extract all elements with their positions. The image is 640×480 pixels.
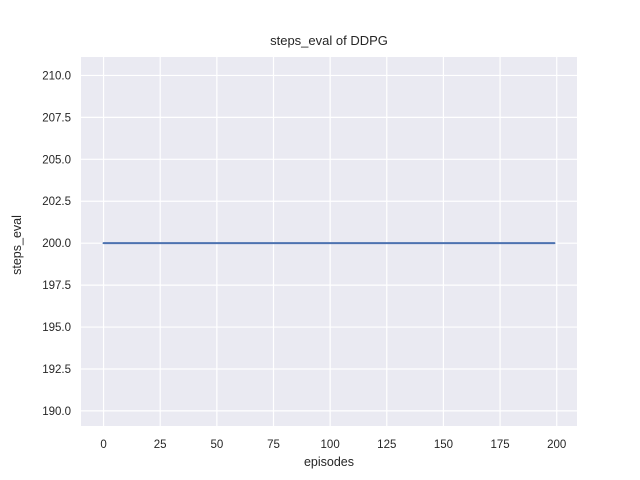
axes-background [81, 57, 577, 426]
chart-title: steps_eval of DDPG [270, 33, 388, 48]
y-tick-label: 205.0 [42, 154, 71, 166]
y-tick-label: 202.5 [42, 196, 71, 208]
y-tick-label: 197.5 [42, 280, 71, 292]
y-tick-label: 190.0 [42, 406, 71, 418]
x-tick-label: 50 [210, 439, 223, 451]
x-tick-label: 0 [100, 439, 106, 451]
y-tick-label: 195.0 [42, 322, 71, 334]
y-tick-label: 192.5 [42, 364, 71, 376]
x-axis-label: episodes [303, 455, 355, 469]
x-tick-label: 75 [267, 439, 280, 451]
x-tick-label: 150 [434, 439, 453, 451]
y-tick-label: 210.0 [42, 70, 71, 82]
y-axis-label: steps_eval [10, 215, 24, 275]
x-tick-label: 175 [490, 439, 509, 451]
x-tick-label: 25 [154, 439, 167, 451]
x-tick-label: 100 [321, 439, 340, 451]
y-tick-label: 207.5 [42, 112, 71, 124]
x-tick-label: 200 [547, 439, 566, 451]
x-tick-label: 125 [377, 439, 396, 451]
y-tick-label: 200.0 [42, 238, 71, 250]
